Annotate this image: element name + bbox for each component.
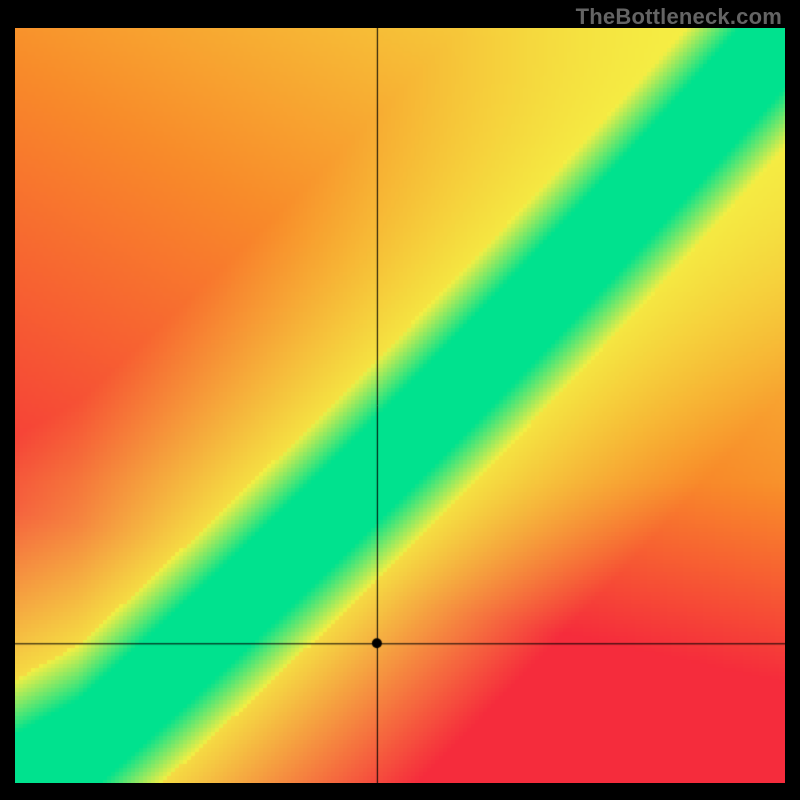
watermark-text: TheBottleneck.com <box>576 4 782 30</box>
heatmap-canvas <box>15 28 785 783</box>
heatmap-plot <box>15 28 785 783</box>
chart-container: TheBottleneck.com <box>0 0 800 800</box>
